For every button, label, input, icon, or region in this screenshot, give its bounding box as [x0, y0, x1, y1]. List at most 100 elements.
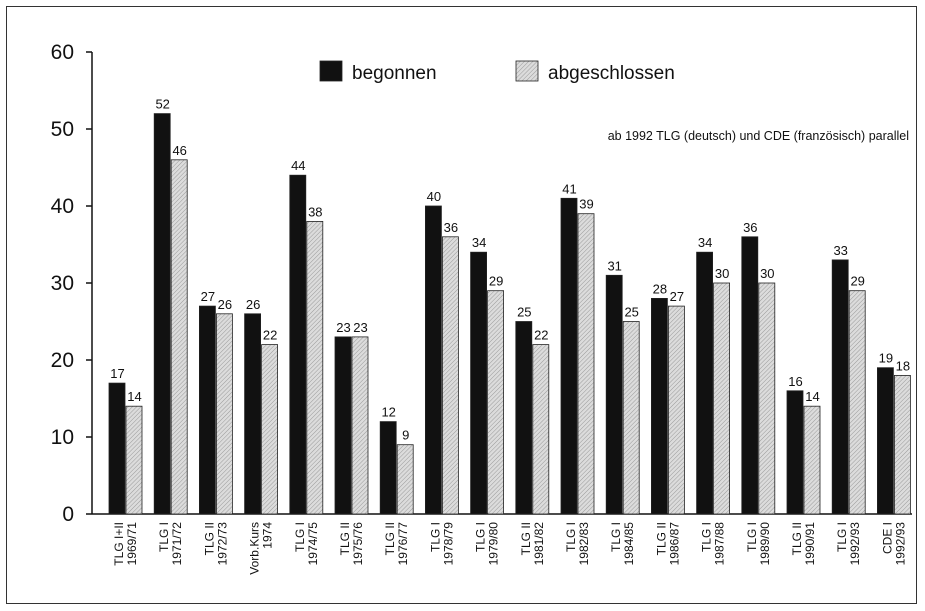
- bar-abgeschlossen: [577, 213, 595, 515]
- x-tick-label: TLG I 1971/72: [157, 522, 184, 566]
- data-label: 12: [381, 405, 395, 420]
- bar-begonnen: [831, 259, 849, 515]
- x-tick-label-line2: 1990/91: [803, 522, 817, 566]
- bar-begonnen: [605, 274, 623, 515]
- x-tick-label-line1: TLG II: [790, 522, 804, 555]
- x-tick-label-line2: 1976/77: [396, 522, 410, 566]
- data-label: 34: [472, 235, 486, 250]
- x-tick-label: TLG I+II 1969/71: [112, 522, 139, 566]
- bar-abgeschlossen: [668, 305, 685, 515]
- x-tick-label-line2: 1986/87: [667, 522, 681, 566]
- data-label: 29: [850, 274, 864, 289]
- bar-begonnen: [108, 382, 126, 515]
- y-tick-label: 50: [51, 118, 74, 141]
- bar-begonnen: [877, 367, 894, 515]
- bar-abgeschlossen: [170, 159, 188, 515]
- chart-frame: [6, 6, 917, 604]
- chart-note: ab 1992 TLG (deutsch) und CDE (französis…: [608, 129, 909, 143]
- x-axis-labels: TLG I+II 1969/71 TLG I 1971/72 TLG II 1972/73…: [112, 522, 907, 575]
- bar-begonnen: [198, 305, 216, 515]
- x-tick-label: TLG II 1990/91: [790, 522, 817, 566]
- data-label: 14: [805, 389, 819, 404]
- bar-abgeschlossen: [622, 321, 640, 515]
- y-tick-label: 60: [51, 41, 74, 64]
- data-label: 39: [579, 197, 593, 212]
- legend-swatch-begonnen: [319, 60, 343, 82]
- x-tick-label: CDE I 1992/93: [880, 522, 907, 566]
- x-tick-label-line2: 1978/79: [441, 522, 455, 566]
- x-tick-label-line2: 1987/88: [713, 522, 727, 566]
- data-label: 38: [308, 204, 322, 219]
- x-tick-label: TLG II 1981/82: [519, 522, 546, 566]
- y-tick-label: 0: [62, 503, 74, 526]
- data-label: 40: [427, 189, 441, 204]
- x-tick-label-line1: TLG II: [383, 522, 397, 555]
- x-tick-label-line2: 1974/75: [306, 522, 320, 566]
- bar-begonnen: [379, 421, 397, 515]
- data-label: 52: [155, 97, 169, 112]
- bar-begonnen: [515, 321, 533, 515]
- y-tick-label: 30: [51, 272, 74, 295]
- y-tick-label: 10: [51, 426, 74, 449]
- y-tick-label: 20: [51, 349, 74, 372]
- x-tick-label-line2: 1981/82: [532, 522, 546, 566]
- data-label: 22: [534, 328, 548, 343]
- x-tick-label: TLG II 1976/77: [383, 522, 410, 566]
- data-label: 25: [624, 305, 638, 320]
- x-tick-label-line2: 1969/71: [125, 522, 139, 566]
- bar-begonnen: [153, 113, 171, 515]
- data-label: 36: [743, 220, 757, 235]
- bar-abgeschlossen: [306, 220, 324, 515]
- bar-abgeschlossen: [532, 344, 550, 515]
- x-tick-label-line2: 1975/76: [351, 522, 365, 566]
- bar-abgeschlossen: [261, 344, 279, 515]
- bar-begonnen: [651, 297, 668, 515]
- x-tick-label-line1: TLG II: [519, 522, 533, 555]
- data-label: 22: [263, 328, 277, 343]
- data-label: 33: [833, 243, 847, 258]
- data-label: 16: [788, 374, 802, 389]
- data-label: 18: [896, 358, 910, 373]
- data-label: 19: [879, 351, 893, 366]
- bar-abgeschlossen: [713, 282, 730, 515]
- x-tick-label: TLG I 1989/90: [745, 522, 772, 566]
- x-tick-label-line1: TLG I: [293, 522, 307, 552]
- bar-abgeschlossen: [894, 374, 911, 515]
- x-tick-label: TLG II 1975/76: [338, 522, 365, 566]
- data-label: 30: [715, 266, 729, 281]
- bar-abgeschlossen: [803, 405, 821, 515]
- bar-begonnen: [289, 174, 307, 515]
- x-tick-label: TLG I 1987/88: [700, 522, 727, 566]
- x-tick-label-line1: TLG I: [474, 522, 488, 552]
- x-tick-label: TLG I 1992/93: [835, 522, 862, 566]
- x-tick-label-line1: TLG II: [654, 522, 668, 555]
- x-tick-label: TLG I 1979/80: [474, 522, 501, 566]
- legend-label-begonnen: begonnen: [352, 63, 437, 84]
- x-tick-label-line1: TLG I: [428, 522, 442, 552]
- x-tick-label: Vorb.Kurs 1974: [248, 522, 275, 575]
- bar-begonnen: [560, 197, 578, 515]
- x-tick-label: TLG I 1984/85: [609, 522, 636, 566]
- bar-abgeschlossen: [125, 405, 143, 515]
- x-tick-label-line1: TLG I: [564, 522, 578, 552]
- x-tick-label-line1: CDE I: [880, 522, 894, 554]
- x-tick-label-line2: 1992/93: [893, 522, 907, 566]
- x-tick-label-line1: TLG II: [202, 522, 216, 555]
- bar-begonnen: [741, 236, 759, 515]
- x-tick-label-line1: TLG I: [157, 522, 171, 552]
- bar-begonnen: [334, 336, 352, 515]
- x-tick-label-line1: TLG I: [609, 522, 623, 552]
- bar-abgeschlossen: [351, 336, 369, 515]
- x-tick-label-line2: 1984/85: [622, 522, 636, 566]
- data-label: 26: [218, 297, 232, 312]
- data-label: 29: [489, 274, 503, 289]
- data-label: 14: [127, 389, 141, 404]
- x-tick-label-line1: TLG I: [700, 522, 714, 552]
- x-tick-label-line1: TLG I: [745, 522, 759, 552]
- data-label: 26: [246, 297, 260, 312]
- data-label: 30: [760, 266, 774, 281]
- x-tick-label-line1: Vorb.Kurs: [248, 522, 262, 575]
- x-tick-label-line1: TLG I: [835, 522, 849, 552]
